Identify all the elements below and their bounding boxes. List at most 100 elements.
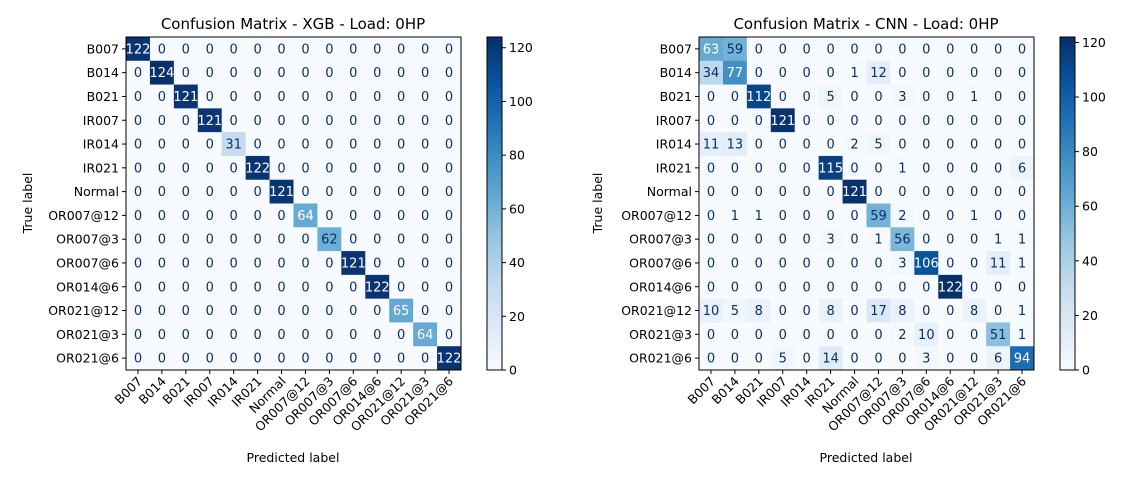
heatmap-cell bbox=[914, 60, 939, 85]
cell-value-label: 0 bbox=[397, 352, 405, 367]
heatmap-cells: 122 0 0 0 0 0 0 0 0 0 0 0 0 00 124 0 0 0 0 0 0 0 0 0 0 0 00 0 121 0 0 0… bbox=[126, 37, 462, 371]
heatmap-cell bbox=[389, 274, 414, 300]
cell-value-label: 0 bbox=[994, 66, 1002, 81]
colorbar-segment bbox=[1060, 120, 1075, 127]
heatmap-cell bbox=[437, 84, 462, 109]
cell-value-label: 0 bbox=[731, 161, 739, 176]
heatmap-cell bbox=[794, 227, 820, 252]
heatmap-cell bbox=[149, 203, 175, 228]
cell-value-label: 0 bbox=[994, 114, 1002, 129]
colorbar-segment bbox=[487, 92, 502, 99]
colorbar-frame bbox=[1059, 36, 1076, 371]
heatmap-cell bbox=[914, 155, 939, 181]
heatmap-cell bbox=[699, 227, 724, 252]
heatmap-cell bbox=[317, 84, 342, 109]
heatmap-cell bbox=[221, 132, 247, 157]
heatmap-cell bbox=[722, 346, 748, 371]
cell-value-label: 0 bbox=[970, 138, 978, 153]
cell-value-label: 0 bbox=[421, 185, 429, 200]
x-tick-labels: B007B014B021IR007IR014IR021NormalOR007@1… bbox=[685, 370, 1029, 434]
cell-value-label: 0 bbox=[445, 280, 453, 295]
cell-value-label: 3 bbox=[826, 233, 834, 248]
heatmap-cell bbox=[413, 132, 438, 157]
cell-value-label: 0 bbox=[349, 209, 357, 224]
cell-value-label: 0 bbox=[277, 209, 285, 224]
heatmap-cell bbox=[341, 227, 366, 252]
colorbar-segment bbox=[1060, 192, 1075, 199]
heatmap-cell bbox=[221, 108, 247, 133]
colorbar-segment bbox=[1060, 86, 1075, 94]
colorbar-frame bbox=[486, 36, 503, 371]
heatmap-cell bbox=[1010, 108, 1035, 133]
colorbar-segment bbox=[487, 186, 502, 193]
cell-value-label: 0 bbox=[182, 209, 190, 224]
cell-value-label: 1 bbox=[1018, 304, 1026, 319]
cell-value-label: 0 bbox=[182, 233, 190, 248]
cell-value-label: 0 bbox=[922, 90, 930, 105]
cell-value-label: 0 bbox=[803, 352, 811, 367]
cell-value-label: 0 bbox=[874, 328, 882, 343]
cell-value-label: 0 bbox=[397, 66, 405, 81]
heatmap-cell bbox=[365, 227, 390, 252]
heatmap-cell bbox=[269, 203, 294, 228]
cell-value-label: 0 bbox=[803, 161, 811, 176]
colorbar-segment bbox=[487, 48, 502, 55]
heatmap-cell bbox=[293, 60, 318, 85]
heatmap-cell bbox=[722, 179, 748, 204]
colorbar-segment bbox=[1060, 236, 1075, 243]
heatmap-cell bbox=[221, 346, 247, 371]
cell-value-label: 0 bbox=[779, 161, 787, 176]
heatmap-cell bbox=[746, 346, 772, 371]
heatmap-cell bbox=[126, 155, 151, 181]
heatmap-cell bbox=[818, 346, 843, 371]
cell-value-label: 115 bbox=[818, 161, 843, 176]
cell-value-label: 8 bbox=[970, 304, 978, 319]
cell-value-label: 0 bbox=[182, 114, 190, 129]
cell-value-label: 0 bbox=[206, 304, 214, 319]
colorbar-segment bbox=[487, 114, 502, 121]
cell-value-label: 0 bbox=[803, 256, 811, 271]
heatmap-cell bbox=[149, 37, 175, 62]
heatmap-cell bbox=[126, 322, 151, 347]
cell-value-label: 2 bbox=[898, 209, 906, 224]
heatmap-cell bbox=[1010, 274, 1035, 300]
heatmap-cell bbox=[293, 274, 318, 300]
cell-value-label: 0 bbox=[158, 256, 166, 271]
heatmap-cell bbox=[938, 298, 963, 323]
heatmap-cell bbox=[842, 203, 867, 228]
colorbar-segment bbox=[487, 42, 502, 49]
cell-value-label: 0 bbox=[826, 138, 834, 153]
heatmap-cell bbox=[938, 84, 963, 109]
cell-value-label: 0 bbox=[445, 42, 453, 57]
heatmap-cell bbox=[437, 298, 462, 323]
colorbar-segment bbox=[487, 358, 502, 366]
cell-value-label: 0 bbox=[850, 114, 858, 129]
heatmap-cell bbox=[866, 298, 891, 323]
colorbar-segment bbox=[1060, 42, 1075, 49]
cell-value-label: 8 bbox=[755, 304, 763, 319]
heatmap-cell bbox=[746, 108, 772, 133]
colorbar-segment bbox=[1060, 98, 1075, 105]
heatmap-cell bbox=[437, 251, 462, 276]
colorbar-segment bbox=[487, 281, 502, 288]
cell-value-label: 0 bbox=[325, 42, 333, 57]
cell-value-label: 0 bbox=[707, 209, 715, 224]
cell-value-label: 0 bbox=[349, 233, 357, 248]
heatmap-cell bbox=[962, 322, 987, 347]
cell-value-label: 0 bbox=[277, 256, 285, 271]
colorbar-segment bbox=[1060, 281, 1075, 288]
cell-value-label: 6 bbox=[1018, 161, 1026, 176]
cell-value-label: 0 bbox=[994, 138, 1002, 153]
y-tick-label: OR021@3 bbox=[56, 327, 119, 342]
heatmap-cell bbox=[197, 203, 223, 228]
heatmap-cell bbox=[413, 251, 438, 276]
y-axis-label: True label bbox=[20, 173, 35, 235]
colorbar-segment bbox=[1060, 286, 1075, 293]
heatmap-cell bbox=[722, 84, 748, 109]
cell-value-label: 0 bbox=[779, 42, 787, 57]
cell-value-label: 0 bbox=[206, 280, 214, 295]
colorbar-segment bbox=[1060, 297, 1075, 304]
heatmap-cell bbox=[986, 322, 1011, 347]
cell-value-label: 0 bbox=[230, 328, 238, 343]
heatmap-cell bbox=[221, 227, 247, 252]
